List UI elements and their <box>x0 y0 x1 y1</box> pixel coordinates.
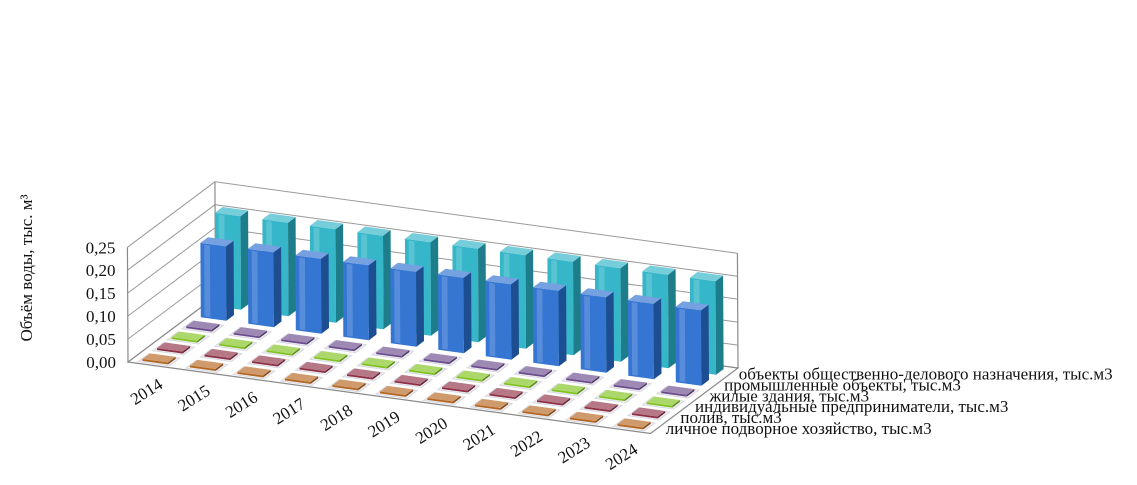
bar <box>237 366 271 378</box>
x-tick-label: 2020 <box>412 414 451 448</box>
bar <box>471 359 505 371</box>
bar <box>661 385 695 397</box>
bar <box>613 379 647 391</box>
y-tick-label: 0,25 <box>86 238 116 257</box>
bar <box>361 357 395 369</box>
series-label: индивидуальные предприниматели, тыс.м3 <box>695 397 1008 416</box>
bar <box>379 385 414 397</box>
bar <box>504 377 538 389</box>
bars <box>142 207 724 430</box>
series-label: полив, тыс.м3 <box>680 408 781 427</box>
x-tick-label: 2022 <box>507 427 546 461</box>
series-label: личное подворное хозяйство, тыс.м3 <box>666 419 932 438</box>
bar <box>456 370 490 382</box>
y-tick-label: 0,15 <box>86 284 116 303</box>
bar <box>376 346 410 358</box>
bar <box>580 288 614 373</box>
bar <box>522 405 556 417</box>
bar <box>632 407 666 419</box>
bar <box>532 281 567 367</box>
bar <box>157 342 191 354</box>
bar <box>299 361 333 373</box>
bar <box>617 418 651 430</box>
bar <box>189 359 224 371</box>
bar <box>566 372 600 384</box>
bar <box>409 364 443 376</box>
x-tick-label: 2018 <box>317 401 356 435</box>
bar <box>328 340 362 352</box>
x-tick-label: 2024 <box>602 439 641 473</box>
bar <box>186 320 220 332</box>
bar <box>599 390 633 402</box>
bar <box>584 400 618 412</box>
bar <box>474 398 509 410</box>
bar <box>204 348 238 360</box>
x-tick-label: 2023 <box>555 433 594 467</box>
bar <box>314 351 348 363</box>
wall-edge <box>126 247 129 363</box>
bar <box>200 237 234 321</box>
bar <box>569 411 604 423</box>
wall-edge <box>736 253 739 369</box>
bar <box>489 387 523 399</box>
y-axis-label: Объём воды, тыс. м³ <box>17 194 36 341</box>
bar <box>427 392 461 404</box>
x-tick-label: 2019 <box>365 407 404 441</box>
y-tick-label: 0,20 <box>86 261 116 280</box>
bar <box>675 301 709 386</box>
bar <box>537 394 571 406</box>
bar <box>171 331 205 343</box>
bar <box>281 333 315 345</box>
x-tick-label: 2015 <box>175 381 214 415</box>
bar <box>485 275 519 360</box>
bar <box>233 327 267 339</box>
bar <box>442 381 476 393</box>
bar <box>142 353 176 365</box>
bar <box>219 338 253 350</box>
bar <box>646 396 680 408</box>
x-tick-label: 2016 <box>222 388 261 422</box>
bar <box>252 355 286 367</box>
bar <box>551 383 585 395</box>
bar <box>342 256 377 341</box>
bar <box>627 294 662 380</box>
bar <box>247 243 282 328</box>
x-tick-label: 2017 <box>270 394 309 428</box>
series-label: объекты общественно-делового назначения,… <box>739 365 1113 384</box>
bar <box>437 268 472 354</box>
bar <box>295 249 329 334</box>
floor-outline <box>126 295 740 435</box>
bar <box>332 379 366 391</box>
series-label: жилые здания, тыс.м3 <box>709 386 870 405</box>
series-label: промышленные объекты, тыс.м3 <box>724 375 961 394</box>
bar <box>347 368 381 380</box>
y-tick-label: 0,00 <box>86 353 116 372</box>
bar <box>266 344 300 356</box>
x-tick-label: 2014 <box>127 374 166 408</box>
bar <box>518 366 552 378</box>
bar <box>284 372 319 384</box>
bar <box>394 374 428 386</box>
y-tick-label: 0,10 <box>86 307 116 326</box>
bar <box>423 353 457 365</box>
bar <box>390 262 424 347</box>
x-tick-label: 2021 <box>460 420 499 454</box>
y-tick-label: 0,05 <box>86 330 116 349</box>
